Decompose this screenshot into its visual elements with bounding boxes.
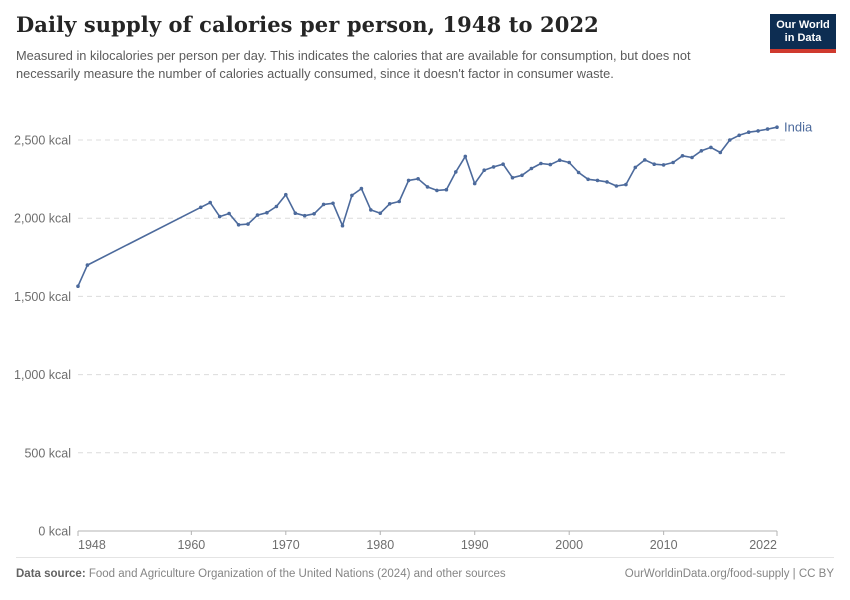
- data-point-marker[interactable]: [765, 127, 770, 131]
- data-source-text: Food and Agriculture Organization of the…: [85, 568, 506, 580]
- data-point-marker[interactable]: [652, 162, 656, 166]
- india-series-line[interactable]: [77, 126, 778, 287]
- data-point-marker[interactable]: [350, 193, 354, 198]
- data-point-marker[interactable]: [746, 130, 751, 134]
- data-point-marker[interactable]: [501, 162, 505, 166]
- data-point-marker[interactable]: [709, 145, 713, 150]
- data-point-marker[interactable]: [293, 211, 298, 215]
- data-point-marker[interactable]: [208, 200, 212, 205]
- data-point-marker[interactable]: [614, 184, 619, 188]
- data-source-label: Data source:: [16, 568, 86, 580]
- data-point-marker[interactable]: [661, 163, 666, 167]
- data-point-marker[interactable]: [454, 170, 458, 174]
- data-point-marker[interactable]: [510, 175, 515, 180]
- x-tick-label-2022: 2022: [749, 538, 777, 552]
- x-tick-label-2010: 2010: [650, 538, 678, 552]
- chart-header: Daily supply of calories per person, 194…: [16, 12, 756, 83]
- data-point-marker[interactable]: [312, 212, 316, 216]
- data-point-marker[interactable]: [520, 173, 524, 178]
- data-point-marker[interactable]: [255, 213, 260, 217]
- data-point-marker[interactable]: [756, 129, 760, 133]
- data-point-marker[interactable]: [633, 165, 638, 170]
- data-point-marker[interactable]: [576, 170, 581, 175]
- data-point-marker[interactable]: [680, 154, 685, 158]
- data-point-marker[interactable]: [539, 161, 543, 166]
- data-point-marker[interactable]: [378, 211, 383, 215]
- data-point-marker[interactable]: [557, 158, 562, 162]
- data-point-marker[interactable]: [482, 168, 487, 172]
- data-point-marker[interactable]: [85, 263, 90, 267]
- x-tick-label-1970: 1970: [272, 538, 300, 552]
- data-point-marker[interactable]: [359, 186, 364, 191]
- data-point-marker[interactable]: [321, 202, 326, 207]
- data-point-marker[interactable]: [548, 162, 553, 167]
- data-point-marker[interactable]: [227, 211, 231, 216]
- data-point-marker[interactable]: [236, 223, 241, 227]
- data-point-marker[interactable]: [690, 155, 694, 160]
- y-tick-label-1000: 1,000 kcal: [14, 368, 71, 382]
- data-source-note: Data source: Food and Agriculture Organi…: [16, 568, 506, 580]
- x-tick-label-1948: 1948: [78, 538, 106, 552]
- data-point-marker[interactable]: [529, 166, 534, 171]
- data-point-marker[interactable]: [472, 181, 477, 186]
- data-point-marker[interactable]: [246, 222, 250, 226]
- data-point-marker[interactable]: [718, 150, 723, 155]
- data-point-marker[interactable]: [699, 149, 704, 153]
- data-point-marker[interactable]: [302, 213, 307, 218]
- data-point-marker[interactable]: [416, 177, 420, 181]
- owid-logo-line2: in Data: [784, 31, 822, 44]
- chart-title: Daily supply of calories per person, 194…: [16, 12, 599, 37]
- data-point-marker[interactable]: [397, 199, 402, 204]
- y-tick-label-2000: 2,000 kcal: [14, 212, 71, 226]
- data-point-marker[interactable]: [76, 284, 80, 289]
- data-point-marker[interactable]: [331, 201, 335, 206]
- data-point-marker[interactable]: [387, 202, 392, 206]
- y-tick-label-500: 500 kcal: [24, 446, 71, 460]
- data-point-marker[interactable]: [369, 208, 373, 212]
- data-point-marker[interactable]: [425, 185, 430, 189]
- data-point-marker[interactable]: [491, 165, 496, 169]
- data-point-marker[interactable]: [199, 205, 203, 210]
- data-point-marker[interactable]: [737, 133, 741, 138]
- data-point-marker[interactable]: [444, 187, 449, 192]
- chart-footer: Data source: Food and Agriculture Organi…: [16, 557, 834, 580]
- data-point-marker[interactable]: [274, 204, 279, 209]
- data-point-marker[interactable]: [595, 178, 600, 183]
- data-point-marker[interactable]: [586, 177, 590, 182]
- y-tick-label-1500: 1,500 kcal: [14, 290, 71, 304]
- data-point-marker[interactable]: [605, 180, 609, 184]
- data-point-marker[interactable]: [567, 160, 571, 165]
- x-tick-label-1960: 1960: [177, 538, 205, 552]
- data-point-marker[interactable]: [435, 188, 439, 193]
- owid-link[interactable]: OurWorldinData.org/food-supply | CC BY: [624, 568, 834, 580]
- chart-subtitle: Measured in kilocalories per person per …: [16, 48, 691, 81]
- data-point-marker[interactable]: [284, 192, 288, 197]
- data-point-marker[interactable]: [728, 138, 732, 142]
- data-point-marker[interactable]: [265, 210, 269, 215]
- x-tick-label-2000: 2000: [555, 538, 583, 552]
- data-point-marker[interactable]: [775, 125, 779, 129]
- data-point-marker[interactable]: [340, 223, 345, 228]
- data-point-marker[interactable]: [624, 182, 628, 187]
- data-point-marker[interactable]: [463, 154, 468, 159]
- x-tick-label-1980: 1980: [366, 538, 394, 552]
- y-tick-label-2500: 2,500 kcal: [14, 134, 71, 148]
- data-point-marker[interactable]: [406, 178, 411, 183]
- owid-logo-line1: Our World: [776, 19, 830, 31]
- data-point-marker[interactable]: [671, 160, 675, 165]
- x-tick-label-1990: 1990: [461, 538, 489, 552]
- data-point-marker[interactable]: [217, 214, 222, 219]
- series-label-india: India: [784, 120, 813, 135]
- y-tick-label-0: 0 kcal: [38, 525, 71, 539]
- owid-logo: Our World in Data: [770, 14, 836, 53]
- data-point-marker[interactable]: [643, 158, 647, 162]
